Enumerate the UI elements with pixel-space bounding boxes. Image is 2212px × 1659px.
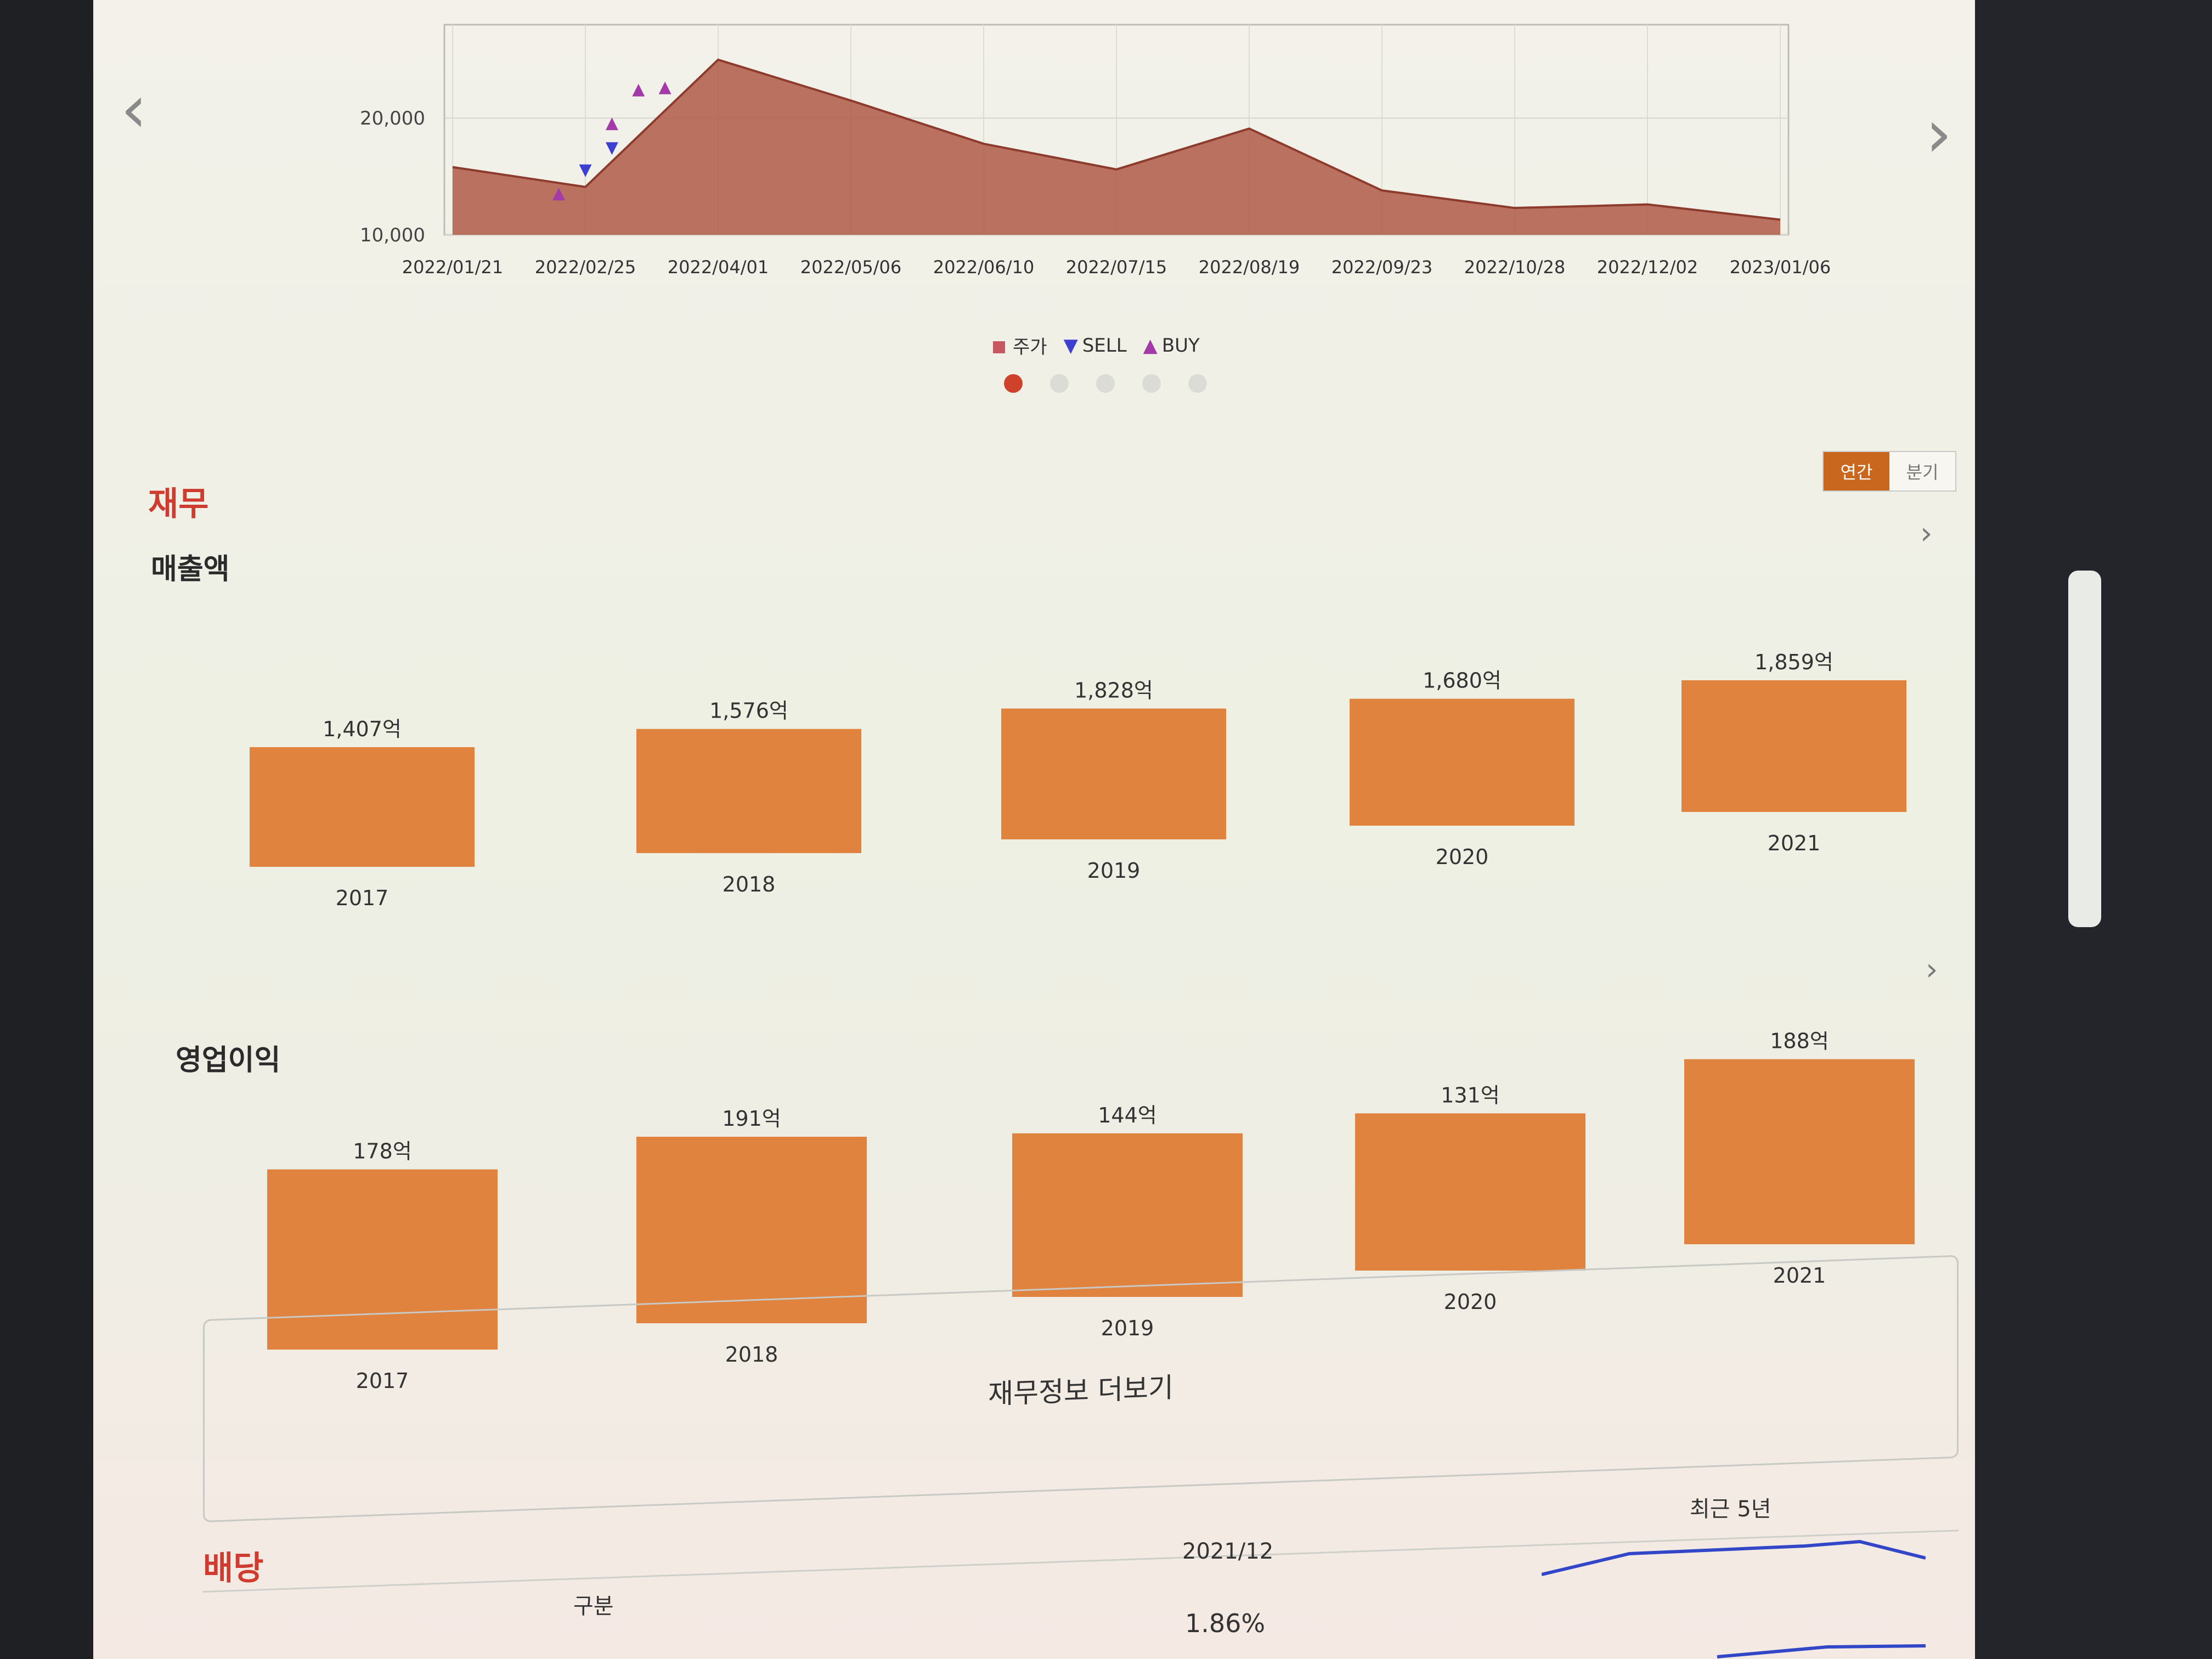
app-screen: ‹ › 10,000 20,000 2022/01/21 2022/02/25 2022… xyxy=(93,0,1975,1659)
revenue-bar-value-label: 1,859억 xyxy=(1754,650,1833,674)
revenue-bar[interactable] xyxy=(1350,698,1575,826)
operating-profit-bar[interactable] xyxy=(267,1169,498,1350)
price-area xyxy=(453,59,1780,235)
price-x-tick-label: 2022/04/01 xyxy=(668,257,769,278)
operating-profit-bar-year-label: 2017 xyxy=(356,1369,409,1393)
price-x-tick-label: 2023/01/06 xyxy=(1730,257,1831,278)
finance-more-label: 재무정보 더보기 xyxy=(988,1372,1173,1410)
buy-triangle-icon: ▲ xyxy=(1143,334,1158,357)
dividend-header-category: 구분 xyxy=(573,1594,614,1619)
revenue-bar-chart: 1,407억 2017 1,576억 2018 1,828억 2019 1,680억 2020… xyxy=(250,650,1906,910)
buy-marker[interactable]: ▲ xyxy=(552,183,565,202)
operating-profit-more-chevron-icon[interactable]: › xyxy=(1926,952,1938,988)
revenue-bar[interactable] xyxy=(250,747,475,867)
operating-profit-bar-year-label: 2020 xyxy=(1444,1290,1497,1314)
carousel-pagination xyxy=(1004,374,1207,393)
sell-triangle-icon: ▼ xyxy=(1063,334,1078,357)
operating-profit-bar[interactable] xyxy=(1684,1059,1915,1244)
price-x-tick-label: 2022/09/23 xyxy=(1331,257,1432,278)
buy-marker[interactable]: ▲ xyxy=(659,77,672,97)
revenue-bar[interactable] xyxy=(1681,680,1906,812)
operating-profit-bar-value-label: 191억 xyxy=(722,1107,781,1131)
carousel-dot-5[interactable] xyxy=(1188,374,1207,393)
operating-profit-bar-chart: 178억 2017 191억 2018 144억 2019 131억 2020 188억 2021 xyxy=(267,1031,1915,1393)
revenue-bar-year-label: 2021 xyxy=(1768,831,1821,855)
legend-sell: ▼ SELL xyxy=(1064,335,1127,357)
next-slide-icon[interactable]: › xyxy=(1926,96,1952,172)
legend-price: 주가 xyxy=(993,332,1047,359)
price-y-tick-label: 20,000 xyxy=(360,108,425,129)
carousel-dot-4[interactable] xyxy=(1142,374,1161,393)
dividend-section-title: 배당 xyxy=(203,1549,264,1588)
carousel-dot-2[interactable] xyxy=(1050,374,1069,393)
revenue-bar-value-label: 1,680억 xyxy=(1423,669,1502,693)
price-x-tick-label: 2022/10/28 xyxy=(1464,257,1565,278)
revenue-bar-value-label: 1,407억 xyxy=(323,717,402,741)
operating-profit-bar-value-label: 131억 xyxy=(1441,1083,1500,1107)
operating-profit-bar[interactable] xyxy=(636,1137,867,1323)
price-x-tick-label: 2022/05/06 xyxy=(800,257,901,278)
revenue-bar[interactable] xyxy=(636,729,861,853)
price-line xyxy=(452,58,1781,221)
price-x-tick-label: 2022/07/15 xyxy=(1066,257,1167,278)
revenue-more-chevron-icon[interactable]: › xyxy=(1920,516,1933,551)
revenue-bar-year-label: 2017 xyxy=(336,886,389,910)
dividend-yield-value: 1.86% xyxy=(1185,1609,1266,1638)
operating-profit-bar-value-label: 178억 xyxy=(353,1139,412,1164)
operating-profit-title: 영업이익 xyxy=(176,1044,281,1077)
stock-price-chart: 10,000 20,000 2022/01/21 2022/02/25 2022/04/… xyxy=(360,24,1831,278)
carousel-dot-3[interactable] xyxy=(1096,374,1115,393)
buy-marker[interactable]: ▲ xyxy=(632,80,645,99)
device-bezel-left xyxy=(0,0,93,1659)
period-toggle: 연간 분기 xyxy=(1822,451,1956,492)
buy-marker[interactable]: ▲ xyxy=(606,114,618,133)
price-x-tick-label: 2022/06/10 xyxy=(933,257,1034,278)
revenue-bar-year-label: 2018 xyxy=(723,872,776,896)
device-side-button xyxy=(2068,571,2101,927)
operating-profit-bar-year-label: 2018 xyxy=(725,1342,778,1367)
legend-buy-label: BUY xyxy=(1161,334,1200,357)
price-x-tick-label: 2022/01/21 xyxy=(402,257,503,278)
dividend-header-trend: 최근 5년 xyxy=(1690,1497,1771,1522)
revenue-bar-year-label: 2020 xyxy=(1436,845,1489,869)
revenue-title: 매출액 xyxy=(151,553,230,586)
price-x-tick-label: 2022/08/19 xyxy=(1199,257,1300,278)
price-x-tick-label: 2022/02/25 xyxy=(535,257,636,278)
operating-profit-bar-year-label: 2021 xyxy=(1773,1263,1826,1288)
price-y-tick-label: 10,000 xyxy=(360,224,425,246)
dividend-header-period: 2021/12 xyxy=(1182,1539,1274,1564)
quarterly-toggle-button[interactable]: 분기 xyxy=(1889,452,1955,490)
revenue-bar[interactable] xyxy=(1001,708,1226,839)
sell-marker[interactable]: ▼ xyxy=(579,160,591,179)
legend-buy: ▲ BUY xyxy=(1143,335,1200,357)
revenue-bar-value-label: 1,576억 xyxy=(709,699,788,723)
revenue-bar-value-label: 1,828억 xyxy=(1074,679,1153,703)
legend-price-label: 주가 xyxy=(1013,336,1047,358)
carousel-dot-1[interactable] xyxy=(1004,374,1023,393)
finance-section-title: 재무 xyxy=(148,485,209,523)
legend-sell-label: SELL xyxy=(1082,334,1127,357)
operating-profit-bar-value-label: 188억 xyxy=(1770,1031,1829,1053)
sell-marker[interactable]: ▼ xyxy=(606,138,618,157)
price-chart-legend: 주가 ▼ SELL ▲ BUY xyxy=(993,332,1200,359)
dividend-trend-sparkline xyxy=(1542,1539,1926,1658)
revenue-bar-year-label: 2019 xyxy=(1087,859,1141,883)
operating-profit-bar[interactable] xyxy=(1355,1113,1585,1271)
operating-profit-bar[interactable] xyxy=(1012,1133,1243,1297)
annual-toggle-button[interactable]: 연간 xyxy=(1824,452,1889,490)
prev-slide-icon[interactable]: ‹ xyxy=(121,71,147,148)
price-swatch-icon xyxy=(993,341,1005,353)
price-x-tick-label: 2022/12/02 xyxy=(1597,257,1698,278)
operating-profit-bar-year-label: 2019 xyxy=(1101,1316,1154,1340)
operating-profit-bar-value-label: 144억 xyxy=(1098,1103,1157,1127)
